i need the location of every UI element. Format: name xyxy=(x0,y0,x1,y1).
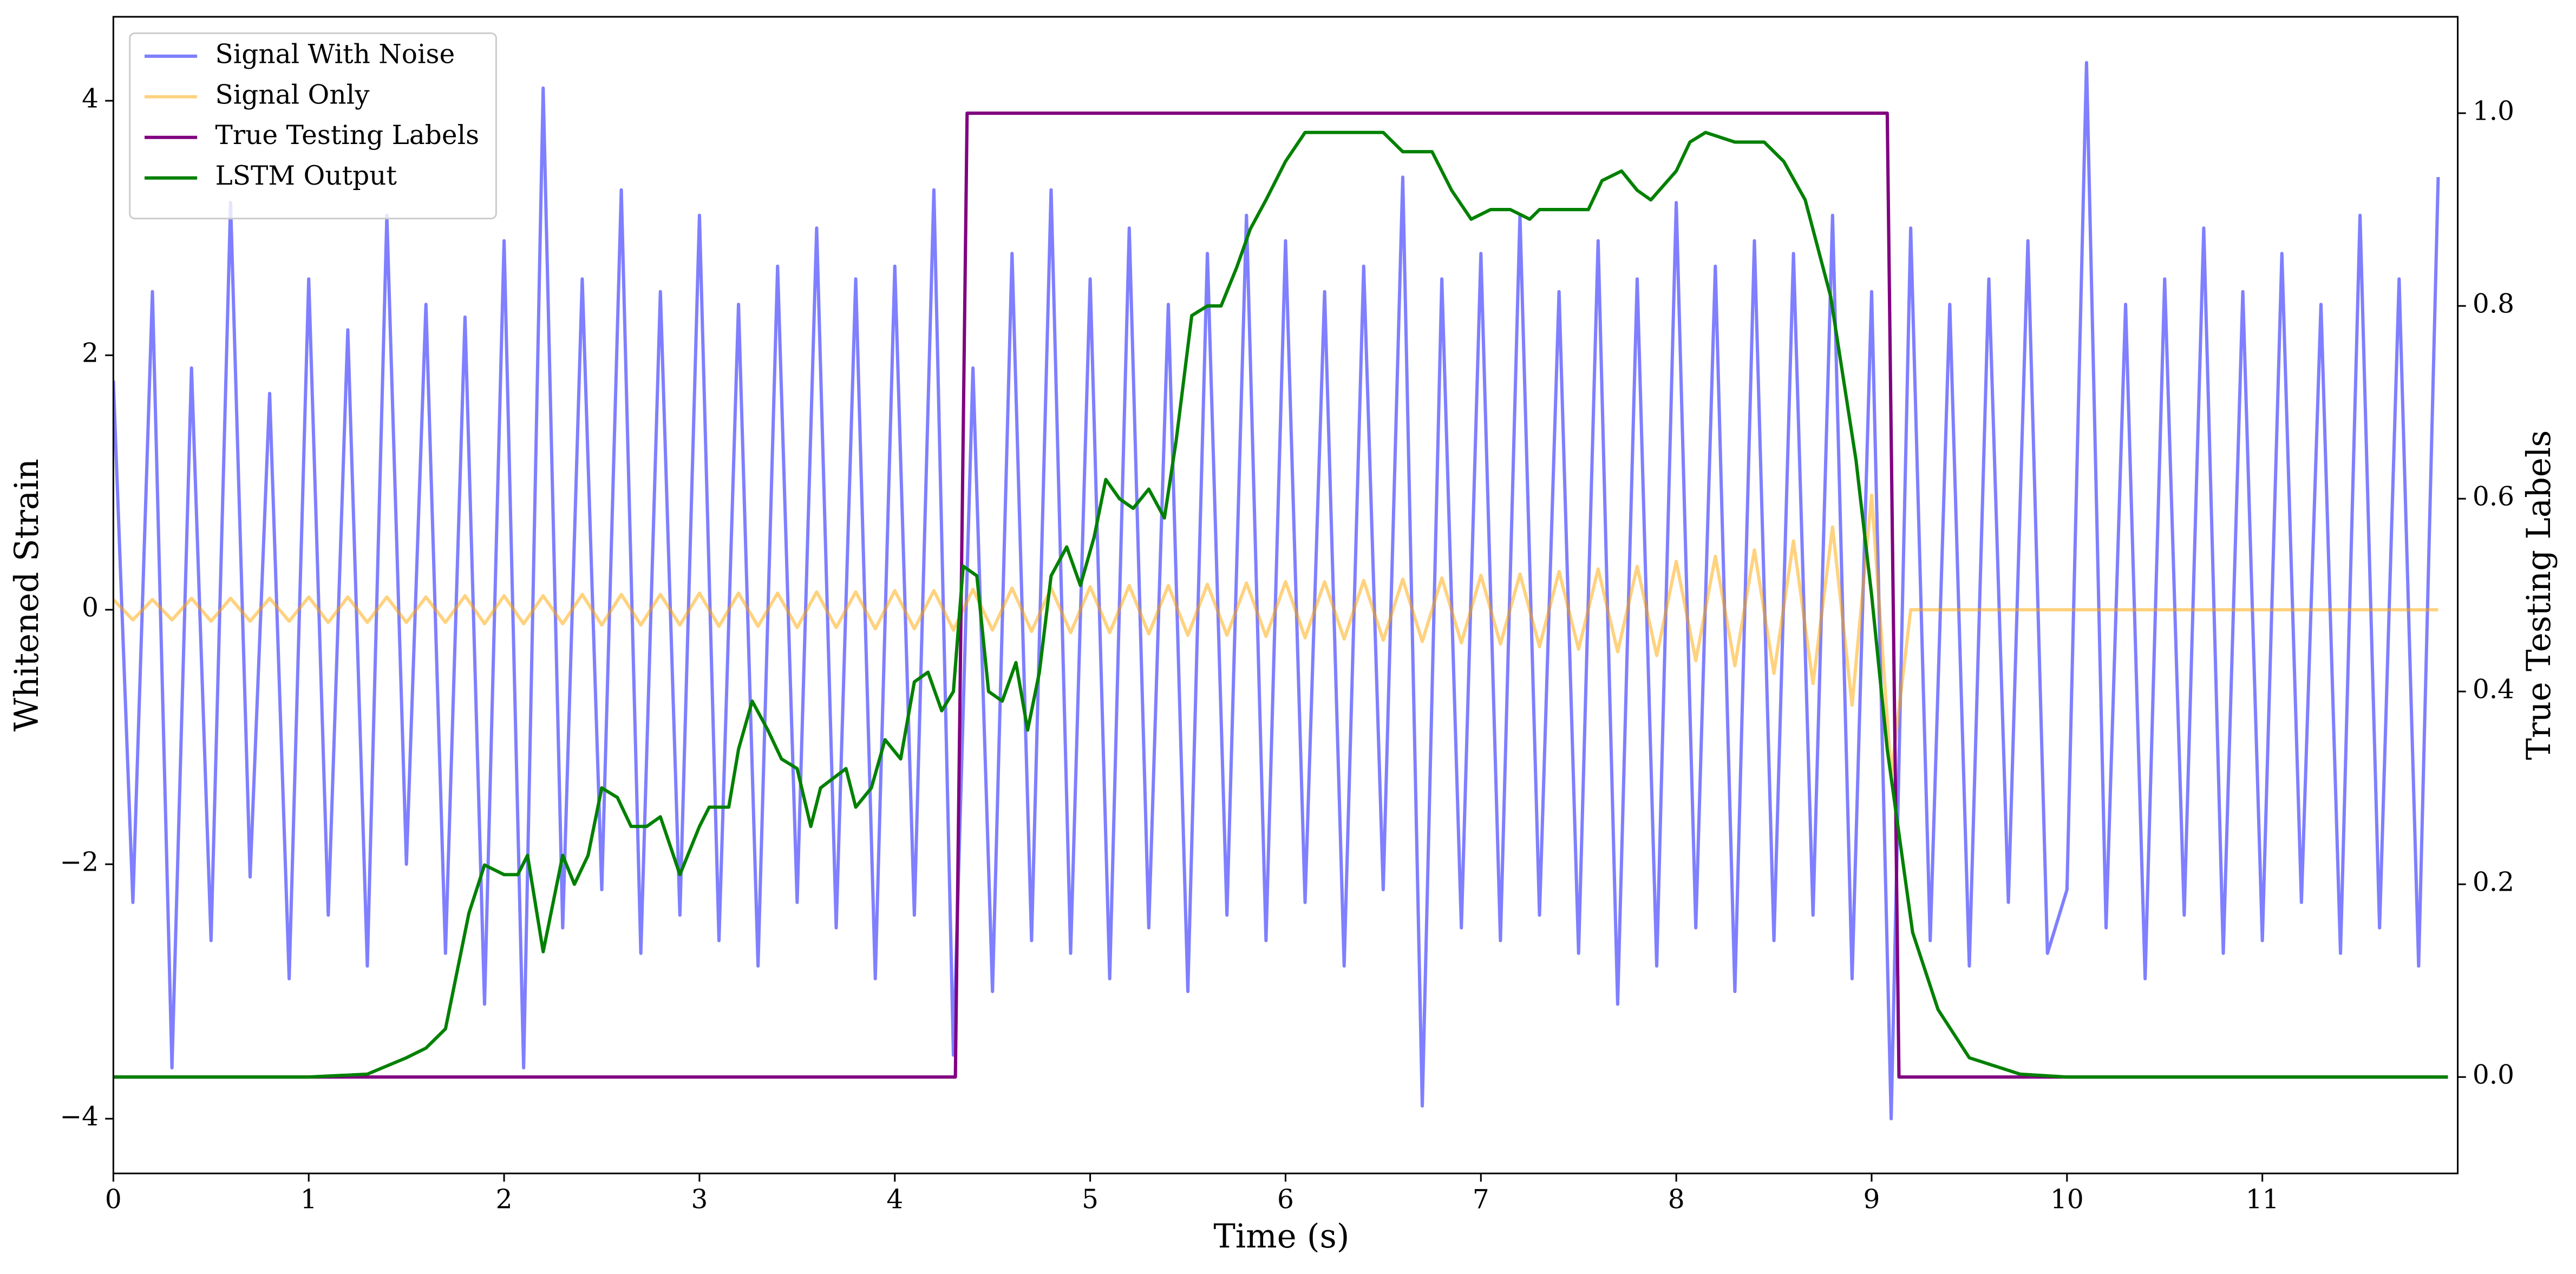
series-line xyxy=(113,111,2448,1079)
x-tick-label: 0 xyxy=(105,1184,122,1214)
legend-box xyxy=(129,32,497,220)
x-tick-label: 8 xyxy=(1668,1184,1685,1214)
x-axis-label: Time (s) xyxy=(1213,1218,1349,1256)
series-line xyxy=(113,130,2448,1079)
x-tick-label: 3 xyxy=(691,1184,708,1214)
series-line xyxy=(113,493,2438,777)
y-tick-label: 2 xyxy=(82,338,99,369)
x-tick-label: 11 xyxy=(2246,1184,2279,1214)
y-tick-label: 0 xyxy=(82,593,99,623)
y2-axis-label: True Testing Labels xyxy=(2520,430,2558,760)
axes-frame xyxy=(112,16,2459,1174)
legend-label: Signal Only xyxy=(215,80,370,110)
legend-label: True Testing Labels xyxy=(215,120,480,151)
y2-tick-label: 0.4 xyxy=(2473,675,2514,705)
y2-tick-label: 0.8 xyxy=(2473,289,2514,319)
y-tick-label: −2 xyxy=(60,847,99,878)
y2-tick-label: 0.6 xyxy=(2473,482,2514,512)
x-tick-label: 1 xyxy=(300,1184,317,1214)
y2-tick-label: 1.0 xyxy=(2473,96,2514,127)
y-axis-label: Whitened Strain xyxy=(8,459,46,731)
x-tick-label: 10 xyxy=(2050,1184,2084,1214)
x-tick-label: 9 xyxy=(1864,1184,1880,1214)
legend-label: LSTM Output xyxy=(215,161,397,191)
x-tick-label: 2 xyxy=(496,1184,513,1214)
y-tick-label: −4 xyxy=(60,1102,99,1132)
y2-tick-label: 0.2 xyxy=(2473,867,2514,898)
x-tick-label: 7 xyxy=(1473,1184,1489,1214)
x-tick-label: 5 xyxy=(1082,1184,1099,1214)
legend: Signal With Noise Signal Only True Testing… xyxy=(129,32,497,220)
y-tick-label: 4 xyxy=(82,84,99,114)
x-tick-label: 4 xyxy=(886,1184,903,1214)
x-tick-label: 6 xyxy=(1277,1184,1294,1214)
legend-label: Signal With Noise xyxy=(215,39,455,69)
y2-tick-label: 0.0 xyxy=(2473,1060,2514,1090)
plot-area xyxy=(113,61,2448,1121)
series-line xyxy=(113,61,2440,1121)
